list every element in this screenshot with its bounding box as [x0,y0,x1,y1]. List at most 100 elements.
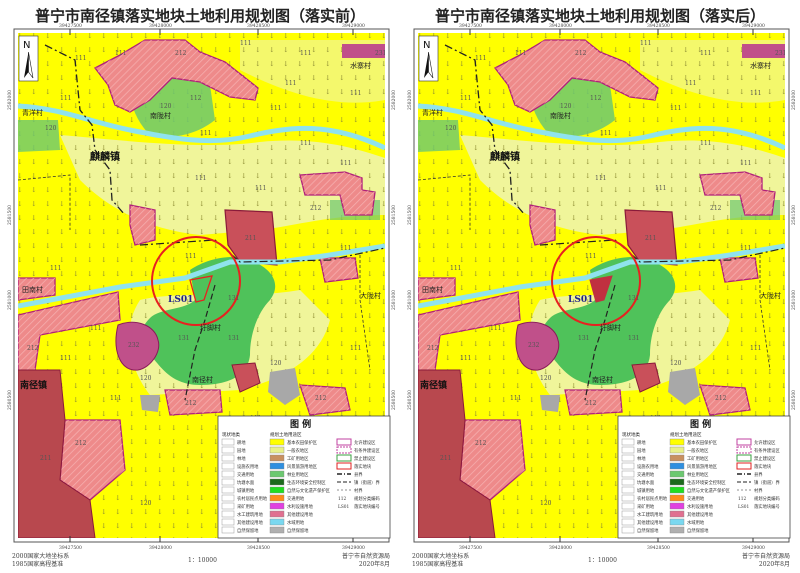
legend-item-planning: 林业用地区 [687,471,709,478]
legend-sample-code: 112 [338,497,346,502]
legend-swatch-current [621,478,635,486]
construction-area-212-southwest-hatch [460,420,525,500]
legend-item-planning: 基本农田保护区 [687,439,718,446]
town-boundary [539,239,785,263]
natural-reserve-gray [540,395,560,412]
legend-item-symbol: 村界 [354,487,363,494]
area-231 [742,44,785,58]
legend-title: 图 例 [690,418,711,430]
legend-item-current: 城镇用地 [637,487,655,494]
village-boundary [18,174,71,230]
legend-swatch-planning [669,446,685,454]
village-boundary [584,284,616,401]
legend-item-symbol: 规划分类编码 [754,495,780,502]
legend-item-planning: 工矿用地区 [687,455,709,462]
land-code-label: 111 [185,253,196,260]
legend-item-symbol: 落实地块 [354,463,372,470]
x-tick-label-top: 39428000 [149,23,172,29]
legend-swatch-current [621,470,635,478]
x-tick-label-bottom: 39428000 [549,545,572,551]
legend-swatch-planning [669,510,685,518]
legend-swatch-planning [269,446,285,454]
legend-item-planning: 风景旅游用地区 [287,463,318,470]
plot-ls01-outline[interactable] [189,275,213,303]
north-arrow-icon: N [18,35,39,82]
map-title: 普宁市南径镇落实地块土地利用规划图（落实前） [34,7,365,25]
land-code-label: 111 [350,345,361,352]
land-code-label: 111 [475,55,486,62]
legend-swatch-symbol [336,454,352,462]
land-code-label: 111 [195,175,206,182]
forest-area-qingyang [418,120,460,152]
legend-item-planning: 其他建设用地 [687,511,713,518]
canal-south [18,243,385,309]
land-code-label: 111 [200,130,211,137]
construction-area-tiannan-hatch [18,278,55,300]
map-frame [413,28,790,543]
legend-item-symbol: 规划分类编码 [354,495,380,502]
land-code-label: 111 [115,50,126,57]
legend-swatch-current [221,502,235,510]
land-code-label: 111 [255,185,266,192]
legend-item-planning: 水域用地 [687,519,705,526]
legend-item-current: 林地 [237,455,246,462]
legend-item-planning: 基本农田保护区 [287,439,318,446]
legend-item-current: 坑塘水面 [637,479,655,486]
legend-item-current: 坑塘水面 [237,479,255,486]
land-code-label: 120 [445,125,457,132]
village-boundary [359,255,371,371]
legend-item-current: 耕地 [237,439,246,446]
place-label-qilin: 麒麟镇 [90,150,120,163]
legend-item-symbol: 落实地块 [754,463,772,470]
crs-text: 2000国家大地坐标系 [12,553,70,560]
legend-title: 图 例 [290,418,311,430]
scale-text: 1：10000 [188,557,217,564]
x-tick-label-top: 39429000 [342,23,365,29]
legend-item-current: 自然保留地 [637,527,659,534]
north-label: N [423,40,430,51]
place-label-qingyang: 青洋村 [22,108,43,117]
construction-area-211-south [231,362,261,393]
x-tick-label-bottom: 39427500 [459,545,482,551]
highlight-circle [151,236,241,326]
legend-swatch-planning [669,438,685,446]
y-tick-label-left: 2580500 [7,390,13,410]
y-tick-label-right: 2581500 [791,205,797,225]
place-label-nanlong: 南陇村 [550,111,571,120]
plot-ls01-filled[interactable] [589,275,613,303]
legend-sample-code: 112 [738,497,746,502]
map-body: 111 111 212 111 111 111 111 120 120 112 111 111 111 1… [418,33,785,538]
land-code-label: 111 [595,175,606,182]
legend-item-planning: 自然与文化遗产保护区 [687,487,731,494]
legend-swatch-current [221,462,235,470]
legend-swatch-planning [669,454,685,462]
x-tick-label-bottom: 39429000 [342,545,365,551]
land-code-label: 231 [375,50,386,57]
land-code-label: 111 [510,395,521,402]
x-tick-label-bottom: 39427500 [59,545,82,551]
legend-swatch-planning [669,518,685,526]
construction-area-212-south-hatch [565,390,622,415]
legend-item-current: 交通用地 [237,471,255,478]
x-tick-label-top: 39427500 [459,23,482,29]
legend-item-current: 采矿用地 [637,503,655,510]
legend-swatch-symbol [336,462,352,470]
legend-item-planning: 交通用地 [687,495,705,502]
legend-item-planning: 自然保留地 [687,527,709,534]
legend-item-current: 设施农用地 [637,463,659,470]
land-code-label: 120 [140,375,152,382]
y-tick-label-right: 2581000 [391,290,397,310]
village-boundary [759,255,771,371]
place-label-dalong: 大陇村 [360,291,381,300]
x-tick-label-top: 39428500 [647,23,670,29]
legend-item-current: 耕地 [637,439,646,446]
legend-swatch-current [221,438,235,446]
legend-swatch-current [621,518,635,526]
land-code-label: 131 [628,335,639,342]
construction-area-212-southeast-hatch [300,385,350,415]
area-232 [515,321,560,371]
place-label-nanjing-village: 南径村 [192,375,213,384]
legend-item-symbol: 村界 [754,487,763,494]
legend-swatch-current [221,486,235,494]
